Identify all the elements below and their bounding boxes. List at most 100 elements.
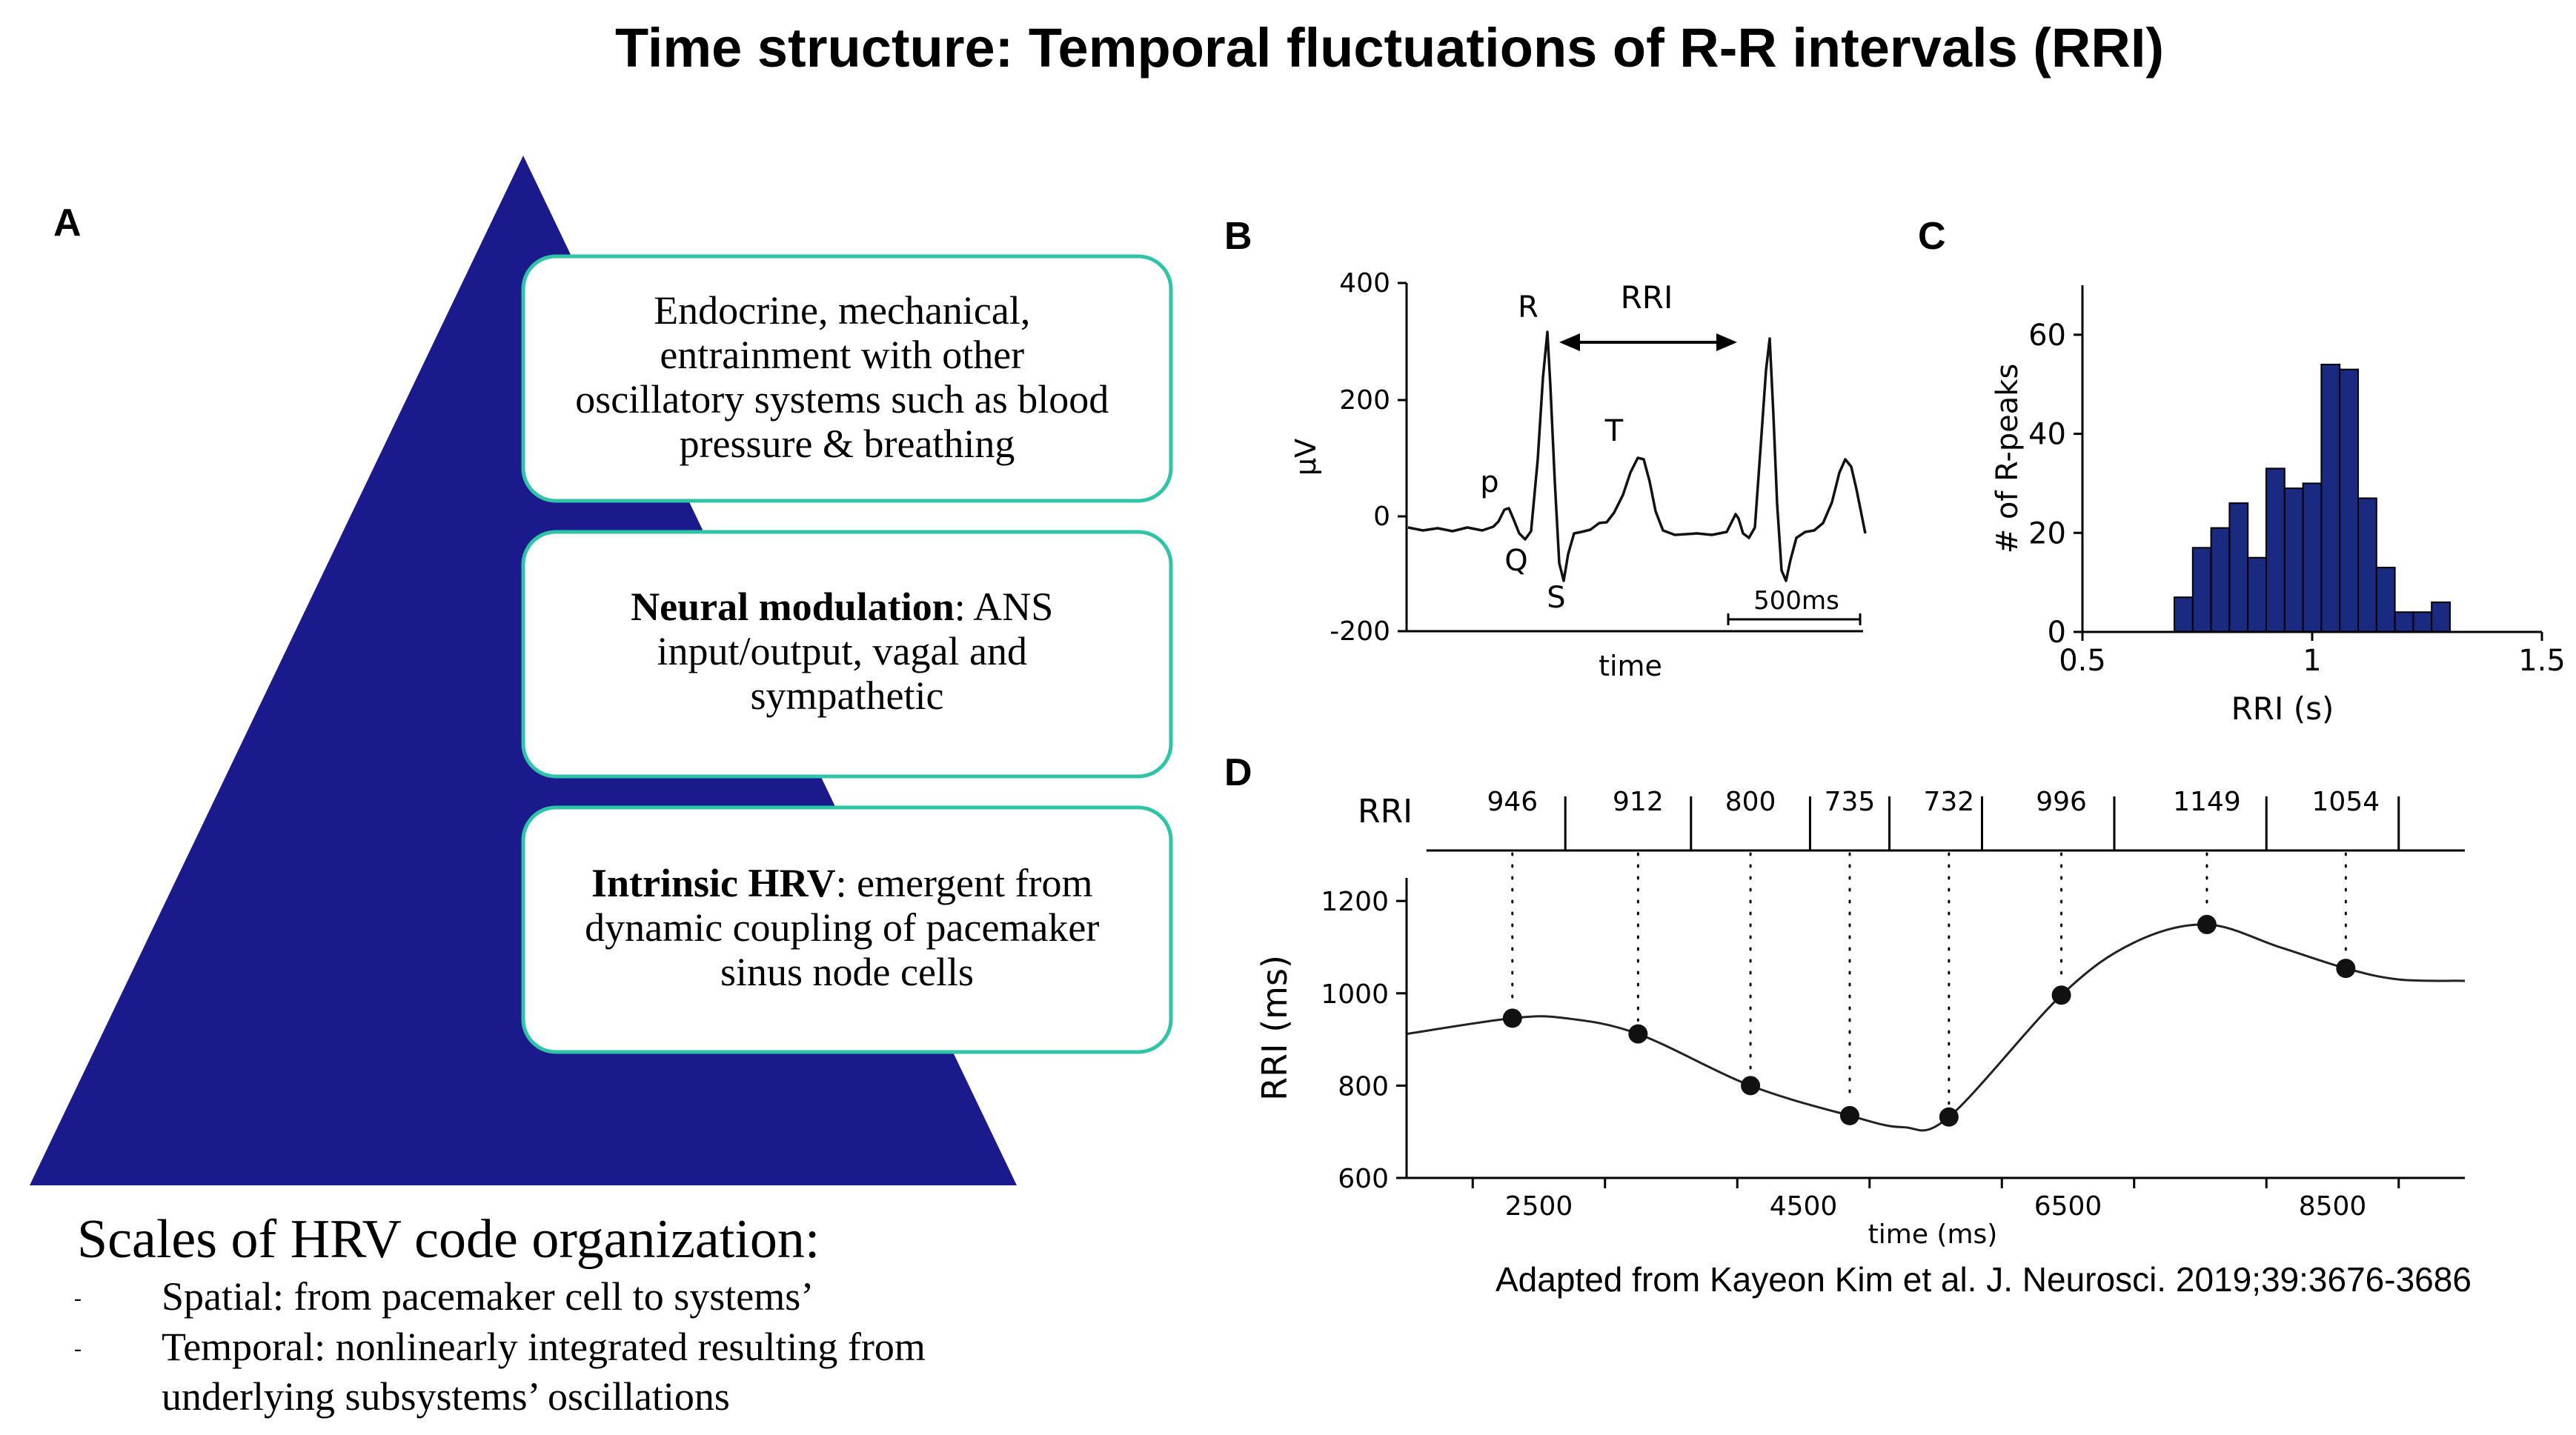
series-ytick: 1000 [1321,979,1389,1010]
scales-bullet2-marker: - [74,1336,82,1361]
rri-value-label: 946 [1487,787,1538,817]
scales-bullet1-marker: - [74,1286,82,1311]
ecg-ytick-200: 200 [1339,385,1390,416]
hist-bar [2339,368,2359,633]
box2-line1: : ANS [955,585,1054,629]
series-ylabel: RRI (ms) [1255,955,1295,1101]
series-xtick: 6500 [2034,1191,2102,1222]
box-endocrine: Endocrine, mechanical, entrainment with … [521,254,1173,503]
box2-bold: Neural modulation [631,585,955,629]
ecg-ytick-neg200: -200 [1330,616,1390,647]
rri-value-label: 800 [1725,787,1776,817]
credit-line: Adapted from Kayeon Kim et al. J. Neuros… [1496,1260,2472,1299]
series-xtick: 8500 [2299,1191,2367,1222]
rri-value-label: 735 [1825,787,1876,817]
hist-bar [2302,482,2323,633]
hist-xtick: 1 [2303,644,2321,678]
series-xtick: 2500 [1505,1191,1573,1222]
rri-point [1939,1107,1959,1127]
panel-label-a: A [53,202,82,244]
ecg-ytick-0: 0 [1373,502,1390,532]
box2-line2: input/output, vagal and [657,629,1027,673]
series-xlabel: time (ms) [1868,1219,1998,1250]
panel-label-b: B [1224,215,1252,258]
ecg-wave-q: Q [1504,544,1527,578]
scales-bullet2-line1: Temporal: nonlinearly integrated resulti… [162,1325,926,1369]
hist-ytick: 20 [2028,516,2066,550]
box3-bold: Intrinsic HRV [591,861,836,905]
ecg-panel: 400 200 0 -200 μV time R p Q S T RRI 500… [1289,268,1867,682]
ecg-wave-t: T [1604,414,1624,448]
svg-text:Intrinsic HRV: emergent from: Intrinsic HRV: emergent from dynamic cou… [585,861,1109,994]
ecg-ylabel: μV [1289,439,1322,476]
svg-text:Neural modulation: ANS i: Neural modulation: ANS input/output, vag… [631,585,1063,718]
box3-line3: sinus node cells [720,950,974,994]
rri-value-label: 732 [1923,787,1974,817]
ecg-ytick-400: 400 [1339,268,1390,299]
ecg-xlabel: time [1599,650,1662,682]
box3-line1: : emergent from [836,861,1093,905]
rri-timeseries: RRI 946 912 800 735 732 996 1149 1054 600 800 1000 1… [1255,787,2466,1250]
svg-text:Endocrine, mechanical, e: Endocrine, mechanical, entrainment with … [575,288,1118,466]
ecg-rri-arrowhead-left [1559,333,1580,351]
hist-bar [2357,497,2377,633]
ecg-wave-p: p [1480,465,1498,499]
hist-bar [2412,611,2433,633]
rri-point [1628,1024,1648,1044]
box-neural-modulation: Neural modulation: ANS input/output, vag… [521,530,1173,779]
ecg-wave-s: S [1547,581,1565,615]
scales-bullet2-line2: underlying subsystems’ oscillations [162,1374,730,1419]
hist-bar [2265,467,2285,633]
hist-bar [2174,596,2194,633]
hist-bar [2191,547,2212,633]
ecg-wave-r: R [1518,290,1538,324]
box1-line4: pressure & breathing [680,422,1015,466]
rri-point [1741,1076,1761,1096]
hist-bar [2283,487,2304,633]
hist-bar [2431,601,2451,633]
hist-xtick: 0.5 [2059,644,2106,678]
box-intrinsic-hrv: Intrinsic HRV: emergent from dynamic cou… [521,805,1173,1054]
hist-xtick: 1.5 [2518,644,2566,678]
rri-point [2051,985,2071,1005]
box1-line1: Endocrine, mechanical, [654,288,1030,333]
hist-xlabel: RRI (s) [2231,690,2334,727]
box1-line2: entrainment with other [660,333,1024,377]
hist-bar [2375,567,2396,633]
panel-label-c: C [1918,215,1946,258]
rri-histogram: 0 20 40 60 0.5 1 1.5 RRI (s) # of R-peaks [1991,285,2566,727]
scales-heading: Scales of HRV code organization: [77,1209,820,1270]
box3-line2: dynamic coupling of pacemaker [585,905,1099,950]
series-ytick: 600 [1338,1164,1389,1194]
ecg-rri-label: RRI [1621,279,1673,316]
ecg-scalebar-label: 500ms [1753,586,1839,616]
ecg-rri-arrowhead-right [1716,333,1737,351]
rri-curve [1406,923,2466,1132]
hist-bar [2320,363,2341,633]
rri-point [1502,1008,1522,1028]
rri-value-label: 996 [2036,787,2087,817]
rri-value-label: 912 [1613,787,1664,817]
hist-bar [2394,611,2414,633]
hist-ytick: 0 [2048,616,2066,650]
series-ytick: 1200 [1321,887,1389,917]
hist-bar [2210,527,2231,633]
hist-ylabel: # of R-peaks [1991,364,2025,554]
rri-row-label: RRI [1358,793,1413,830]
box2-line3: sympathetic [751,673,944,718]
series-ytick: 800 [1338,1071,1389,1102]
box1-line3: oscillatory systems such as blood [575,377,1109,422]
scales-bullet1: Spatial: from pacemaker cell to systems’ [162,1274,814,1319]
hist-ytick: 60 [2028,319,2066,353]
panel-label-d: D [1224,751,1252,794]
hist-ytick: 40 [2028,418,2066,452]
rri-value-label: 1149 [2173,787,2241,817]
rri-point [1839,1105,1859,1125]
hist-bar [2247,556,2267,633]
ecg-trace [1407,330,1867,582]
figure-title: Time structure: Temporal fluctuations of… [615,17,2164,79]
rri-value-label: 1054 [2312,787,2380,817]
hist-bar [2228,502,2249,633]
rri-point [2197,914,2217,934]
